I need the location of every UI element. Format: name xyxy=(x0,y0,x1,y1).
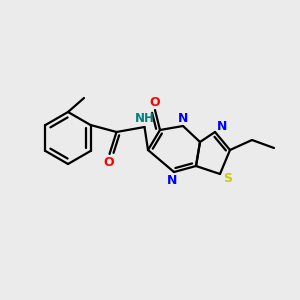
Text: O: O xyxy=(150,95,160,109)
Text: N: N xyxy=(178,112,188,125)
Text: N: N xyxy=(167,173,177,187)
Text: S: S xyxy=(224,172,232,184)
Text: NH: NH xyxy=(135,112,155,124)
Text: N: N xyxy=(217,121,227,134)
Text: O: O xyxy=(103,155,114,169)
